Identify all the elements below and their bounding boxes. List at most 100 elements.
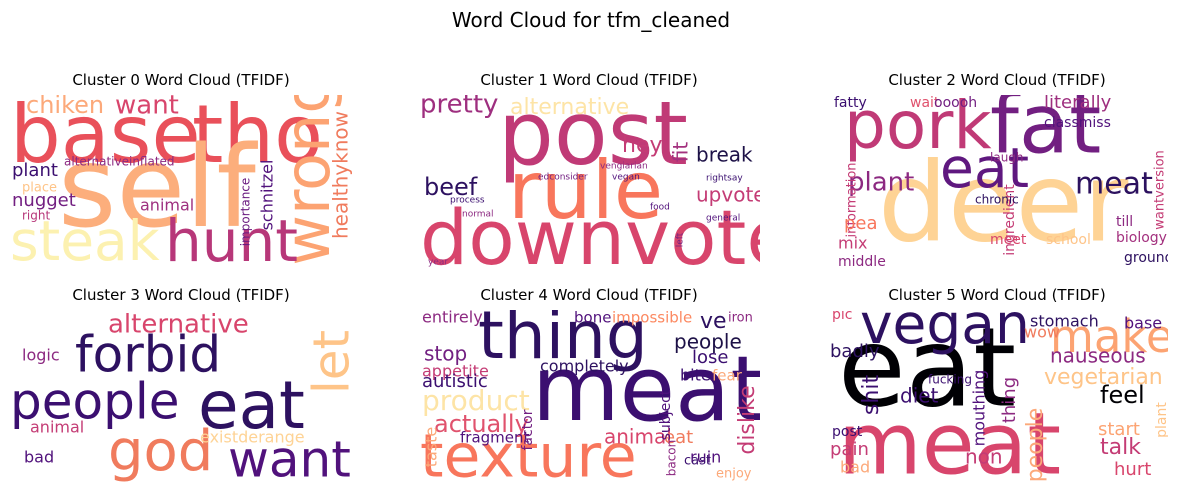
word: steak xyxy=(10,209,160,273)
word: factor xyxy=(520,409,536,450)
word: chiken xyxy=(26,91,104,119)
word: fit xyxy=(669,142,693,163)
word: ruin xyxy=(690,448,721,467)
word: literally xyxy=(1044,92,1112,113)
word: animal xyxy=(140,196,194,215)
word: vegan xyxy=(860,292,1030,356)
word: information xyxy=(845,162,860,237)
word: iron xyxy=(728,311,753,326)
word: self xyxy=(58,123,258,253)
cloud-background xyxy=(826,95,1168,271)
word: diet xyxy=(900,384,939,408)
word: animal xyxy=(604,425,672,449)
word: schnitzel xyxy=(258,160,277,231)
word: pain xyxy=(830,439,869,460)
word: bad xyxy=(24,448,54,467)
word: badly xyxy=(830,341,880,362)
word: texture xyxy=(420,422,637,492)
word: hunt xyxy=(165,207,298,275)
word: tho xyxy=(192,88,323,181)
word: entirely xyxy=(422,308,483,327)
word: ground xyxy=(1124,250,1174,266)
cloud-background xyxy=(418,95,760,271)
word: bacon xyxy=(665,440,679,477)
word: start xyxy=(1098,419,1140,440)
word: break xyxy=(696,143,753,167)
word: people xyxy=(674,330,742,354)
word: vengiarian xyxy=(600,162,648,172)
word: importance xyxy=(239,178,253,247)
word: meat xyxy=(1075,167,1153,202)
word: appetite xyxy=(422,362,489,381)
word: deer xyxy=(878,138,1129,266)
word: plant xyxy=(848,168,914,198)
word: meet xyxy=(990,232,1027,248)
word: vegan xyxy=(612,173,640,183)
word: shit xyxy=(859,375,884,416)
word: people xyxy=(10,373,179,431)
word: hurt xyxy=(1114,459,1151,480)
word: forbid xyxy=(75,326,221,384)
word: wrong xyxy=(271,74,344,265)
word: fear xyxy=(712,367,743,385)
word: bad xyxy=(840,458,870,477)
panel-title: Cluster 0 Word Cloud (TFIDF) xyxy=(72,71,289,89)
word: mix xyxy=(838,234,868,253)
word: fragment xyxy=(460,429,530,447)
word: animal xyxy=(30,418,84,437)
panel-title: Cluster 3 Word Cloud (TFIDF) xyxy=(72,286,289,304)
word: completely xyxy=(540,357,629,376)
word: alternativeinflated xyxy=(64,155,175,169)
word: year xyxy=(428,258,448,268)
word: base xyxy=(1124,314,1162,333)
word: upvote xyxy=(696,183,766,207)
word: hey xyxy=(622,133,663,158)
cloud-background xyxy=(826,310,1168,486)
word: talk xyxy=(1100,435,1141,460)
word: eat xyxy=(838,303,1016,431)
word: post xyxy=(498,82,688,185)
cloud-background xyxy=(10,310,352,486)
word: eat xyxy=(664,427,693,448)
word: meat xyxy=(532,337,765,442)
cloud-background xyxy=(10,95,352,271)
word: subject xyxy=(658,389,674,440)
word: bone xyxy=(574,309,611,327)
word: feel xyxy=(1100,381,1145,409)
word: biology xyxy=(1116,230,1167,246)
word: actually xyxy=(434,410,529,438)
word: dislike xyxy=(735,385,760,454)
word: autistic xyxy=(422,371,488,392)
word: enjoy xyxy=(716,467,752,482)
word: want xyxy=(115,91,179,121)
word: plant xyxy=(1154,402,1170,438)
word: base xyxy=(10,88,201,181)
word: stomach xyxy=(1030,312,1099,331)
panel-title: Cluster 5 Word Cloud (TFIDF) xyxy=(888,286,1105,304)
word: non xyxy=(965,445,1003,469)
word: post xyxy=(832,424,863,440)
word: make xyxy=(1050,310,1174,363)
word: process xyxy=(450,196,485,206)
word: rule xyxy=(508,144,663,237)
word: people xyxy=(1023,408,1048,483)
word: taste xyxy=(422,427,441,468)
panel-title: Cluster 1 Word Cloud (TFIDF) xyxy=(480,71,697,89)
word: thing xyxy=(999,377,1020,423)
word: nauseous xyxy=(1050,344,1146,368)
word: alternative xyxy=(108,310,249,340)
word: ingredient xyxy=(1002,184,1018,256)
cloud-background xyxy=(418,310,760,486)
word: left xyxy=(676,232,686,247)
word: cast xyxy=(684,454,711,469)
word: till xyxy=(1116,214,1133,230)
word: classmiss xyxy=(1044,115,1111,131)
word: place xyxy=(22,181,57,196)
